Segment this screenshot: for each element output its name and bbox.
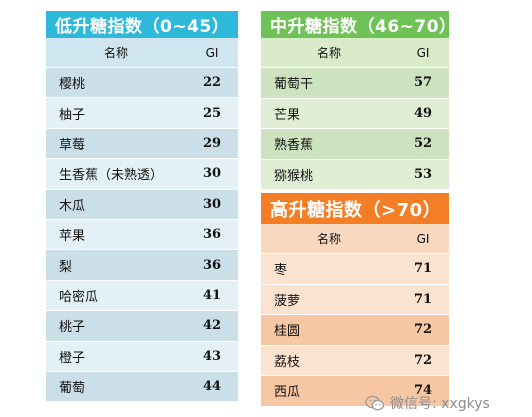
table-row: 桂圆 72 — [261, 315, 449, 346]
table-row: 苹果 36 — [46, 219, 238, 251]
fruit-name: 西瓜 — [274, 385, 301, 401]
fruit-name: 橙子 — [59, 350, 86, 366]
low-gi-title: 低升糖指数（0~45） — [46, 11, 238, 38]
gi-value: 71 — [413, 291, 433, 307]
table-row: 樱桃 22 — [46, 68, 238, 99]
fruit-name: 苹果 — [59, 229, 86, 245]
gi-value: 41 — [202, 287, 222, 303]
gi-value: 52 — [413, 136, 433, 152]
table-row: 木瓜 30 — [46, 189, 238, 220]
fruit-name: 菠萝 — [274, 293, 301, 309]
gi-value: 25 — [202, 105, 222, 121]
fruit-name: 枣 — [274, 263, 288, 279]
column-name-label: 名称 — [316, 232, 341, 246]
mid-gi-table: 中升糖指数（46~70） 名称 GI 葡萄干 57 芒果 49 熟香蕉 52 猕猴桃 5… — [261, 11, 456, 190]
table-row: 桃子 42 — [46, 311, 238, 342]
table-row: 草莓 29 — [46, 128, 238, 160]
fruit-name: 梨 — [59, 259, 73, 275]
table-row: 柚子 25 — [46, 98, 238, 129]
fruit-name: 樱桃 — [59, 77, 86, 93]
low-gi-column-header: 名称 GI — [46, 38, 238, 68]
gi-value: 36 — [202, 257, 222, 273]
gi-value: 42 — [202, 318, 222, 334]
table-row: 熟香蕉 52 — [261, 129, 449, 160]
table-row: 梨 36 — [46, 250, 238, 281]
gi-value: 30 — [202, 196, 222, 212]
high-gi-title: 高升糖指数（>70） — [261, 193, 449, 224]
wechat-id-text: 微信号: xxgkys — [390, 396, 490, 412]
table-row: 哈密瓜 41 — [46, 280, 238, 312]
fruit-name: 桂圆 — [274, 324, 301, 340]
low-gi-table: 低升糖指数（0~45） 名称 GI 樱桃 22 柚子 25 草莓 29 生香蕉（未熟透… — [46, 11, 238, 403]
high-gi-table: 高升糖指数（>70） 名称 GI 枣 71 菠萝 71 桂圆 72 荔枝 72 西瓜 74 — [261, 193, 449, 407]
gi-value: 49 — [413, 105, 433, 121]
fruit-name: 桃子 — [59, 320, 86, 336]
column-name-label: 名称 — [316, 46, 341, 60]
column-gi-label: GI — [416, 45, 430, 60]
gi-value: 36 — [202, 227, 222, 243]
gi-value: 22 — [202, 75, 222, 91]
fruit-name: 哈密瓜 — [59, 289, 99, 305]
column-name-label: 名称 — [103, 46, 128, 60]
fruit-name: 猕猴桃 — [274, 168, 314, 184]
table-row: 葡萄干 57 — [261, 68, 449, 99]
wechat-watermark: 微信号: xxgkys — [365, 393, 490, 413]
fruit-name: 荔枝 — [274, 354, 301, 370]
table-row: 荔枝 72 — [261, 345, 449, 376]
gi-value: 53 — [413, 166, 433, 182]
column-gi-label: GI — [205, 45, 219, 60]
fruit-name: 生香蕉（未熟透） — [59, 168, 164, 184]
fruit-name: 葡萄 — [59, 381, 86, 397]
table-row: 猕猴桃 53 — [261, 159, 449, 190]
mid-gi-title: 中升糖指数（46~70） — [261, 11, 456, 38]
fruit-name: 芒果 — [274, 107, 301, 123]
column-gi-label: GI — [416, 231, 430, 246]
gi-value: 74 — [413, 383, 433, 399]
fruit-name: 草莓 — [59, 137, 86, 153]
low-gi-rows: 樱桃 22 柚子 25 草莓 29 生香蕉（未熟透） 30 木瓜 30 苹果 36 梨 36 … — [46, 68, 238, 403]
fruit-name: 葡萄干 — [274, 77, 314, 93]
table-row: 生香蕉（未熟透） 30 — [46, 159, 238, 190]
gi-value: 30 — [202, 166, 222, 182]
gi-value: 72 — [413, 352, 433, 368]
gi-value: 57 — [413, 75, 433, 91]
fruit-name: 柚子 — [59, 107, 86, 123]
table-row: 西瓜 74 — [261, 376, 449, 407]
wechat-icon — [365, 395, 385, 412]
mid-gi-column-header: 名称 GI — [261, 38, 449, 68]
table-row: 葡萄 44 — [46, 371, 238, 403]
table-row: 芒果 49 — [261, 98, 449, 129]
fruit-name: 木瓜 — [59, 198, 86, 214]
gi-value: 43 — [202, 348, 222, 364]
mid-gi-rows: 葡萄干 57 芒果 49 熟香蕉 52 猕猴桃 53 — [261, 68, 449, 190]
table-row: 橙子 43 — [46, 341, 238, 372]
gi-value: 71 — [413, 261, 433, 277]
fruit-name: 熟香蕉 — [274, 138, 314, 154]
high-gi-rows: 枣 71 菠萝 71 桂圆 72 荔枝 72 西瓜 74 — [261, 254, 449, 407]
gi-value: 29 — [202, 135, 222, 151]
table-row: 菠萝 71 — [261, 284, 449, 315]
table-row: 枣 71 — [261, 254, 449, 285]
gi-value: 72 — [413, 322, 433, 338]
high-gi-column-header: 名称 GI — [261, 224, 449, 254]
gi-value: 44 — [202, 379, 222, 395]
